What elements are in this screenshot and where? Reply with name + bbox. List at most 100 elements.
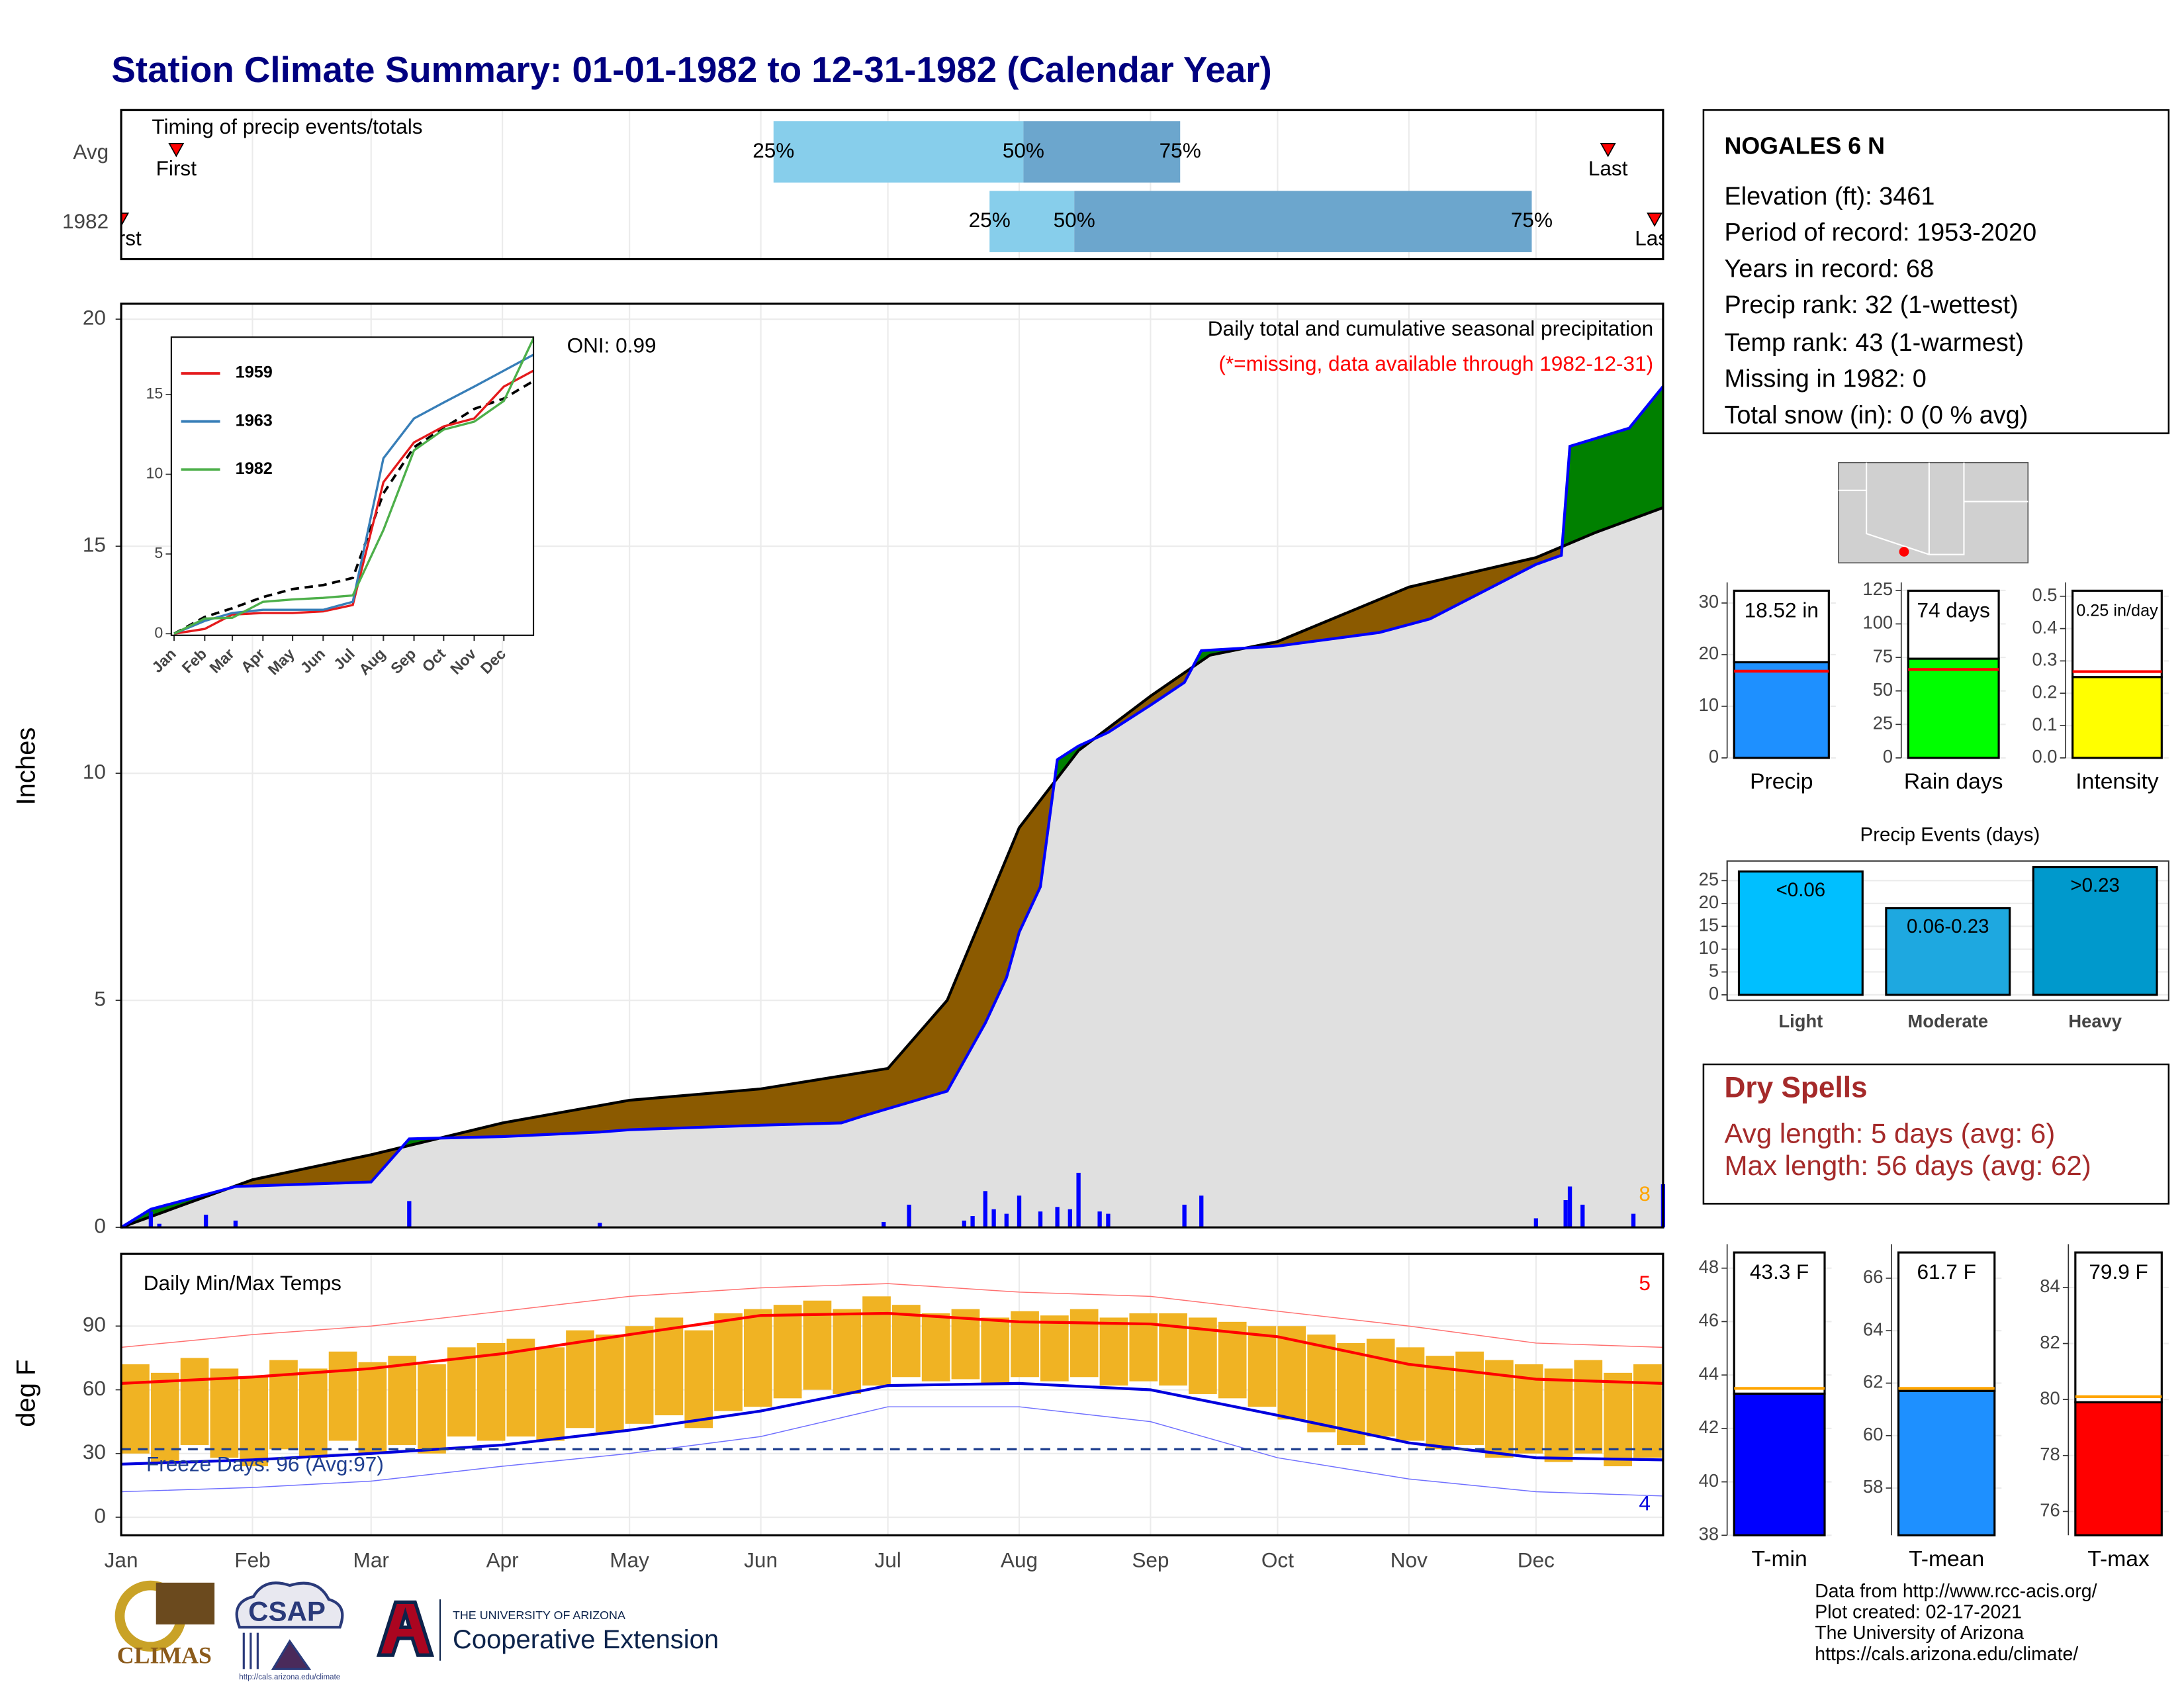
panel-subtitle: (*=missing, data available through 1982-… bbox=[1218, 352, 1653, 375]
percent-label: 75% bbox=[1511, 208, 1553, 232]
series-line bbox=[173, 338, 534, 635]
panel-title: Daily total and cumulative seasonal prec… bbox=[1208, 316, 1653, 340]
y-axis-label: Inches bbox=[12, 727, 41, 806]
bar bbox=[1733, 1392, 1826, 1536]
y-tick-label: 20 bbox=[83, 306, 106, 330]
timing-bar bbox=[773, 121, 1024, 183]
temp-bar bbox=[1366, 1338, 1395, 1437]
temp-bar bbox=[447, 1347, 476, 1437]
dry-title: Dry Spells bbox=[1724, 1072, 1867, 1104]
footer-line: https://cals.arizona.edu/climate/ bbox=[1815, 1644, 2078, 1665]
freeze-label: Freeze Days: 96 (Avg:97) bbox=[146, 1452, 384, 1476]
category-label: Precip bbox=[1750, 770, 1813, 794]
y-tick-label: 5 bbox=[94, 987, 106, 1011]
y-tick-label: 10 bbox=[146, 465, 163, 482]
daily-bar bbox=[1631, 1213, 1636, 1228]
y-tick-label: 64 bbox=[1863, 1319, 1883, 1339]
temp-bar bbox=[150, 1372, 179, 1462]
y-tick-label: 0.0 bbox=[2032, 746, 2057, 767]
temp-bar bbox=[1218, 1321, 1247, 1399]
category-label: Moderate bbox=[1907, 1011, 1988, 1031]
y-tick-label: 84 bbox=[2040, 1276, 2060, 1296]
daily-bar bbox=[1017, 1196, 1022, 1228]
x-tick-label: Aug bbox=[1001, 1548, 1038, 1572]
daily-bar bbox=[983, 1191, 987, 1228]
value-label: 18.52 in bbox=[1745, 598, 1819, 622]
daily-bar bbox=[907, 1204, 911, 1228]
temp-bar bbox=[714, 1313, 743, 1411]
y-tick-label: 20 bbox=[1699, 892, 1719, 912]
y-tick-label: 0.5 bbox=[2032, 585, 2057, 605]
event-label: First bbox=[156, 156, 197, 180]
daily-bar bbox=[1563, 1200, 1568, 1228]
bar bbox=[1733, 661, 1830, 759]
inset-frame bbox=[170, 336, 535, 636]
value-label: 43.3 F bbox=[1750, 1260, 1809, 1284]
temp-bar bbox=[328, 1351, 357, 1441]
daily-bar bbox=[1106, 1213, 1111, 1228]
daily-bar bbox=[1038, 1211, 1043, 1228]
station-box: NOGALES 6 N Elevation (ft): 3461 Period … bbox=[1702, 109, 2170, 434]
event-label: Last bbox=[1588, 156, 1628, 180]
temp-bar bbox=[684, 1330, 713, 1429]
page-title: Station Climate Summary: 01-01-1982 to 1… bbox=[111, 49, 1271, 90]
y-tick-label: 0.2 bbox=[2032, 681, 2057, 702]
y-tick-label: 10 bbox=[1699, 937, 1719, 958]
category-label: Heavy bbox=[2068, 1011, 2122, 1031]
y-tick-label: 10 bbox=[1699, 694, 1719, 715]
y-tick-label: 0 bbox=[1709, 746, 1719, 767]
station-detail: Temp rank: 43 (1-warmest) bbox=[1724, 329, 2024, 357]
y-tick-label: 25 bbox=[1873, 713, 1893, 733]
frame bbox=[120, 109, 1664, 261]
y-tick-label: 82 bbox=[2040, 1332, 2060, 1352]
label-box bbox=[2071, 589, 2163, 679]
station-dot bbox=[1899, 547, 1909, 557]
value-label: 74 days bbox=[1917, 598, 1990, 622]
daily-bar bbox=[598, 1223, 602, 1228]
temp-bar bbox=[506, 1338, 535, 1437]
percent-label: 50% bbox=[1003, 138, 1044, 162]
temp-bar bbox=[921, 1313, 950, 1382]
temp-bar bbox=[773, 1305, 802, 1399]
bar bbox=[1897, 1389, 1996, 1536]
y-tick-label: 0 bbox=[154, 624, 163, 641]
y-tick-label: 60 bbox=[1863, 1424, 1883, 1444]
average-line bbox=[173, 379, 534, 635]
bar bbox=[1907, 657, 2000, 759]
panel-label: Timing of precip events/totals bbox=[152, 115, 422, 138]
inset-panel bbox=[171, 337, 534, 635]
y-tick-label: 0 bbox=[1709, 983, 1719, 1004]
bar bbox=[2032, 866, 2158, 996]
temp-bar bbox=[655, 1317, 684, 1416]
temp-bar bbox=[566, 1330, 594, 1429]
daily-bar bbox=[1533, 1218, 1539, 1228]
temp-bar bbox=[625, 1326, 654, 1424]
temp-bar bbox=[1307, 1335, 1336, 1432]
y-tick-label: 10 bbox=[83, 760, 106, 784]
daily-bar bbox=[991, 1209, 996, 1228]
base-area bbox=[121, 507, 1663, 1228]
value-label: 79.9 F bbox=[2089, 1260, 2148, 1284]
x-tick-label: Oct bbox=[1261, 1548, 1294, 1572]
event-label: Last bbox=[1635, 226, 1674, 250]
daily-bar bbox=[203, 1214, 208, 1228]
daily-bar bbox=[1068, 1209, 1072, 1228]
temp-bar bbox=[210, 1368, 239, 1458]
oni-label: ONI: 0.99 bbox=[567, 333, 657, 357]
y-tick-label: 25 bbox=[1699, 869, 1719, 890]
temp-line bbox=[121, 1406, 1663, 1497]
max-count: 5 bbox=[1639, 1271, 1651, 1295]
temp-bar bbox=[121, 1364, 150, 1454]
y-tick-label: 15 bbox=[1699, 915, 1719, 935]
category-label: Rain days bbox=[1904, 770, 2003, 794]
bar bbox=[1885, 907, 2011, 996]
y-tick-label: 0 bbox=[94, 1503, 106, 1527]
panel-title: Precip Events (days) bbox=[1860, 824, 2040, 846]
daily-bar bbox=[1182, 1204, 1187, 1228]
y-tick-label: 40 bbox=[1699, 1470, 1719, 1491]
temp-bar bbox=[951, 1309, 980, 1380]
y-tick-label: 90 bbox=[83, 1313, 106, 1336]
dry-frame bbox=[1702, 1063, 2170, 1205]
y-tick-label: 44 bbox=[1699, 1363, 1719, 1383]
event-label: First bbox=[101, 226, 142, 250]
